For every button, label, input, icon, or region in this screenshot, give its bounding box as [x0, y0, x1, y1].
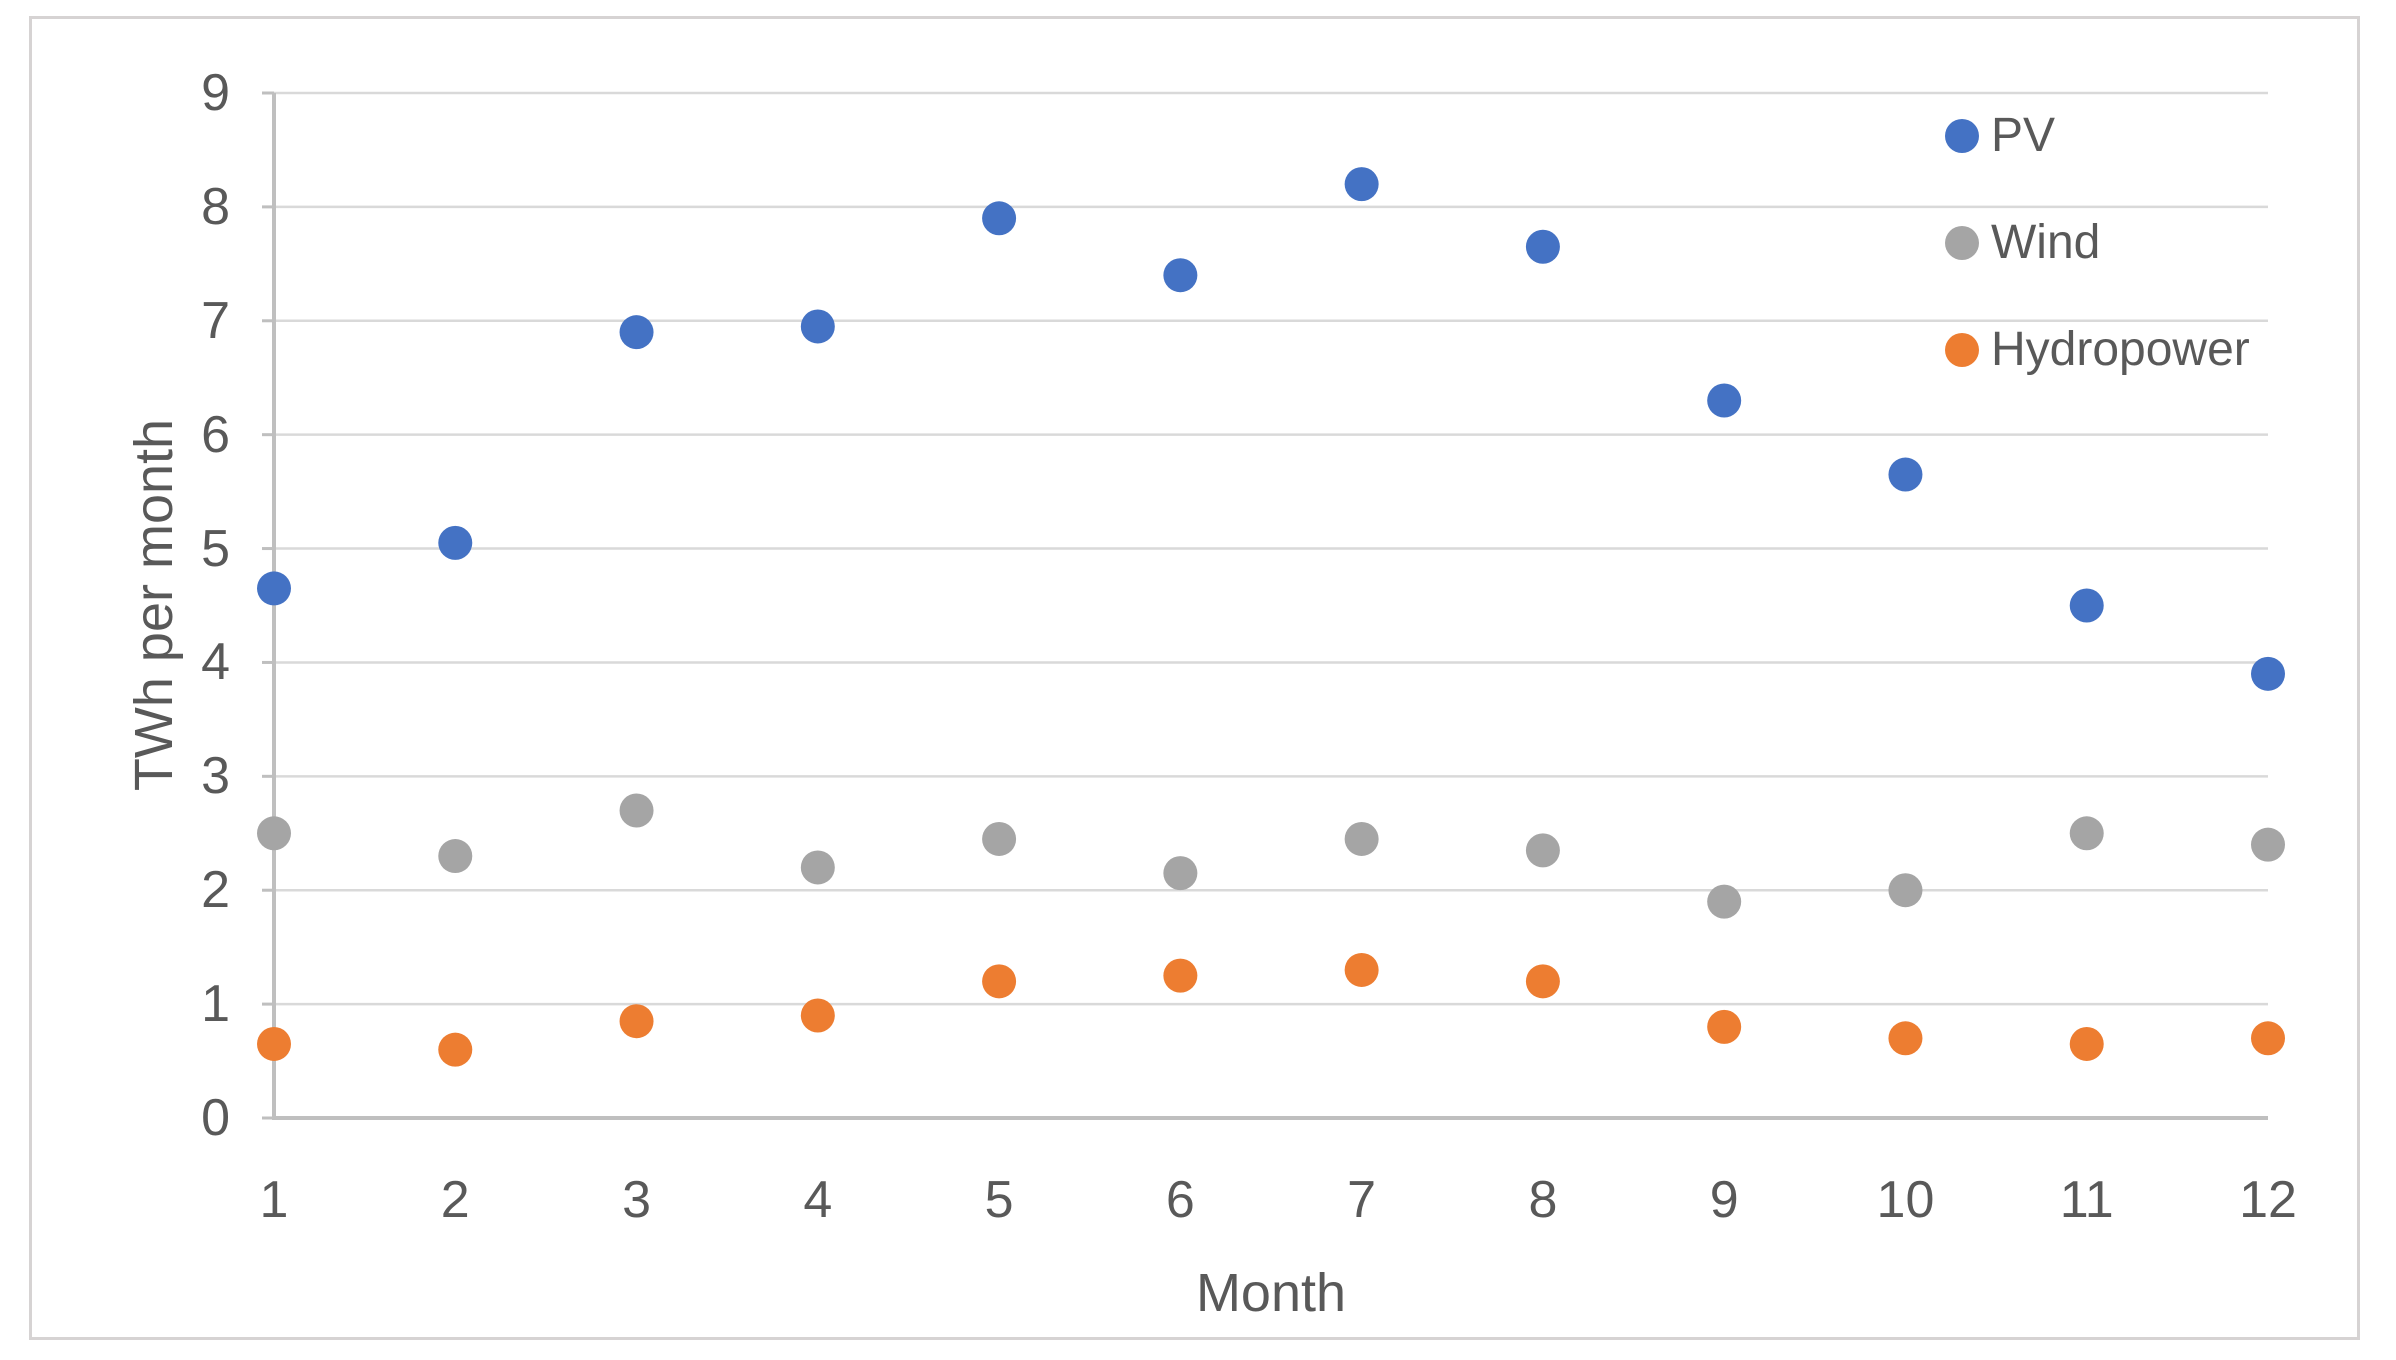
y-tick-label-3: 3: [201, 747, 230, 806]
legend-label-wind: Wind: [1991, 216, 2101, 269]
x-tick-label-1: 1: [259, 1171, 289, 1229]
data-point-pv-month-5: [982, 201, 1017, 236]
data-point-wind-month-9: [1707, 884, 1742, 919]
data-point-wind-month-1: [257, 816, 291, 851]
data-point-wind-month-7: [1344, 821, 1379, 856]
y-axis-title: TWh per month: [124, 418, 184, 792]
y-tick-label-6: 6: [201, 405, 230, 464]
data-point-hydropower-month-12: [2251, 1021, 2285, 1056]
data-point-wind-month-4: [800, 850, 835, 885]
x-tick-label-6: 6: [1165, 1171, 1195, 1229]
data-point-hydropower-month-6: [1163, 958, 1198, 993]
data-point-hydropower-month-2: [438, 1032, 473, 1067]
wind-series-marker-icon: [1945, 226, 1979, 260]
data-point-hydropower-month-10: [1888, 1021, 1923, 1056]
data-point-wind-month-5: [982, 821, 1017, 856]
data-point-wind-month-8: [1525, 833, 1560, 868]
x-tick-label-10: 10: [1876, 1171, 1935, 1229]
y-tick-label-0: 0: [201, 1089, 230, 1147]
x-tick-label-8: 8: [1528, 1171, 1558, 1229]
legend-item-hydropower: Hydropower: [1945, 324, 2250, 376]
data-point-pv-month-7: [1344, 167, 1379, 202]
data-point-wind-month-10: [1888, 873, 1923, 908]
data-point-pv-month-9: [1707, 383, 1742, 418]
data-point-pv-month-10: [1888, 457, 1923, 492]
data-point-hydropower-month-1: [257, 1026, 291, 1061]
data-point-pv-month-11: [2069, 588, 2104, 623]
y-tick-label-2: 2: [201, 861, 230, 920]
data-point-wind-month-2: [438, 839, 473, 874]
x-tick-label-4: 4: [803, 1171, 833, 1229]
data-point-wind-month-3: [619, 793, 654, 828]
y-tick-label-8: 8: [201, 177, 230, 236]
legend-item-wind: Wind: [1945, 217, 2100, 269]
data-point-pv-month-1: [257, 571, 291, 606]
hydropower-series-marker-icon: [1945, 333, 1979, 367]
x-tick-label-12: 12: [2239, 1171, 2297, 1229]
x-axis-title: Month: [1195, 1263, 1347, 1323]
y-tick-label-7: 7: [201, 291, 230, 350]
data-point-pv-month-12: [2251, 656, 2285, 691]
data-point-wind-month-12: [2251, 827, 2285, 862]
x-tick-label-5: 5: [984, 1171, 1014, 1229]
x-tick-label-7: 7: [1347, 1171, 1377, 1229]
data-point-hydropower-month-9: [1707, 1009, 1742, 1044]
y-tick-label-5: 5: [201, 519, 230, 578]
x-tick-label-11: 11: [2059, 1171, 2114, 1229]
pv-series-marker-icon: [1945, 119, 1979, 153]
data-point-hydropower-month-3: [619, 1004, 654, 1039]
y-tick-label-4: 4: [201, 633, 230, 692]
y-tick-label-1: 1: [201, 975, 230, 1034]
data-point-hydropower-month-11: [2069, 1026, 2104, 1061]
legend-label-hydropower: Hydropower: [1991, 323, 2250, 376]
data-point-hydropower-month-5: [982, 964, 1017, 999]
data-point-hydropower-month-7: [1344, 952, 1379, 987]
data-point-pv-month-8: [1525, 229, 1560, 264]
data-point-wind-month-6: [1163, 856, 1198, 891]
x-tick-label-2: 2: [440, 1171, 470, 1229]
data-point-pv-month-2: [438, 525, 473, 560]
y-tick-label-9: 9: [201, 64, 230, 122]
data-point-wind-month-11: [2069, 816, 2104, 851]
data-point-pv-month-6: [1163, 258, 1198, 293]
legend-label-pv: PV: [1991, 109, 2056, 162]
data-point-pv-month-3: [619, 315, 654, 350]
legend-item-pv: PV: [1945, 110, 2055, 162]
data-point-pv-month-4: [800, 309, 835, 344]
x-tick-label-9: 9: [1709, 1171, 1739, 1229]
x-tick-label-3: 3: [622, 1171, 651, 1229]
data-point-hydropower-month-8: [1525, 964, 1560, 999]
data-point-hydropower-month-4: [800, 998, 835, 1033]
